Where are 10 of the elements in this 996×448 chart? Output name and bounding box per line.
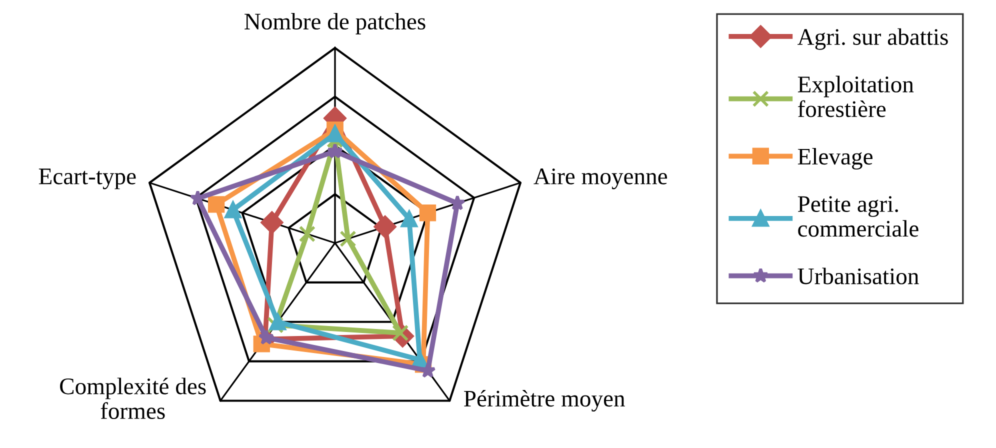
spoke-label: Ecart-type — [38, 168, 136, 190]
spoke-label: Périmètre moyen — [464, 390, 625, 412]
legend-label: Elevage — [798, 148, 872, 170]
spoke-label: Nombre de patches — [244, 12, 426, 34]
legend-label: Urbanisation — [798, 268, 919, 284]
spoke-label: Complexité des formes — [60, 378, 206, 420]
legend-label: Agri. sur abattis — [797, 28, 948, 50]
spoke-label: Aire moyenne — [534, 168, 668, 190]
legend-label: Petite agri. commerciale — [798, 196, 918, 237]
legend-label: Exploitation forestière — [798, 76, 914, 118]
